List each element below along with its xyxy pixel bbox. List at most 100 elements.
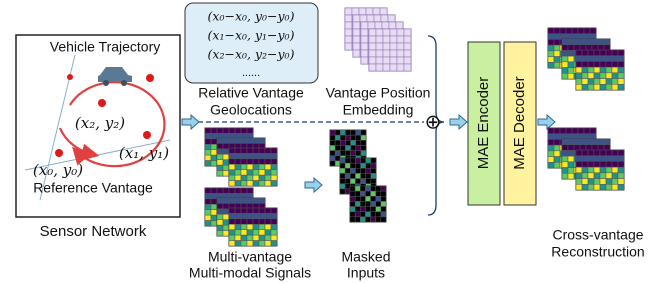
tile-cell: [345, 168, 350, 173]
tile-cell: [588, 179, 594, 185]
tile-cell: [259, 208, 265, 213]
tile-cell: [271, 224, 277, 229]
tile-cell: [265, 224, 271, 229]
grid-tile: [576, 50, 624, 90]
tile-cell: [562, 150, 568, 156]
tile-cell: [618, 56, 624, 62]
tile-cell: [247, 170, 253, 175]
tile-cell: [229, 138, 235, 143]
tile-cell: [606, 61, 612, 67]
tile-cell: [330, 145, 335, 150]
tile-cell: [618, 179, 624, 185]
tile-cell: [361, 179, 366, 184]
tile-cell: [397, 36, 404, 43]
tile-cell: [568, 162, 574, 168]
tile-cell: [205, 215, 211, 220]
tile-cell: [588, 61, 594, 67]
tile-cell: [259, 138, 265, 143]
tile-cell: [390, 29, 397, 36]
sensor-dot: [146, 74, 154, 82]
tile-cell: [381, 207, 386, 212]
tile-cell: [618, 61, 624, 67]
tile-cell: [376, 196, 381, 201]
tile-cell: [205, 161, 211, 166]
tile-cell: [259, 219, 265, 224]
tile-cell: [229, 153, 235, 158]
tile-cell: [604, 39, 610, 45]
tile-cell: [383, 36, 390, 43]
tile-cell: [211, 188, 217, 193]
tile-cell: [253, 230, 259, 235]
tile-cell: [229, 219, 235, 224]
tile-cell: [271, 208, 277, 213]
tile-cell: [361, 173, 366, 178]
tile-cell: [360, 217, 365, 222]
tile-cell: [576, 167, 582, 173]
tile-cell: [259, 235, 265, 240]
tile-cell: [205, 199, 211, 204]
tile-cell: [404, 36, 411, 43]
tile-cell: [548, 139, 554, 145]
tile-cell: [217, 198, 223, 203]
tile-cell: [376, 191, 381, 196]
tile-cell: [265, 148, 271, 153]
tile-cell: [340, 179, 345, 184]
caption: Masked: [341, 249, 390, 265]
tile-cell: [241, 198, 247, 203]
flow-arrow: [450, 115, 467, 129]
tile-cell: [582, 156, 588, 162]
tile-cell: [353, 43, 360, 50]
tile-cell: [371, 163, 376, 168]
tile-cell: [335, 151, 340, 156]
tile-cell: [217, 138, 223, 143]
tile-cell: [241, 213, 247, 218]
tile-cell: [340, 145, 345, 150]
tile-cell: [235, 208, 241, 213]
tile-cell: [247, 148, 253, 153]
tile-cell: [568, 73, 574, 79]
tile-cell: [580, 139, 586, 145]
tile-cell: [371, 201, 376, 206]
tile-cell: [350, 217, 355, 222]
tile-cell: [383, 50, 390, 57]
tile-cell: [335, 140, 340, 145]
tile-cell: [205, 144, 211, 149]
tile-cell: [241, 175, 247, 180]
tile-cell: [397, 50, 404, 57]
flow-arrow: [305, 178, 322, 192]
tile-cell: [612, 167, 618, 173]
tile-cell: [265, 170, 271, 175]
encoder-label: MAE Encoder: [475, 77, 492, 170]
tile-cell: [355, 158, 360, 163]
tile-cell: [217, 209, 223, 214]
tile-cell: [369, 43, 376, 50]
tile-cell: [618, 84, 624, 90]
tile-cell: [361, 140, 366, 145]
tile-cell: [582, 179, 588, 185]
tile-cell: [241, 170, 247, 175]
tile-cell: [211, 161, 217, 166]
tile-cell: [548, 157, 554, 163]
tile-cell: [582, 67, 588, 73]
tile-cell: [253, 148, 259, 153]
tile-cell: [350, 201, 355, 206]
tile-cell: [366, 179, 371, 184]
tile-cell: [554, 145, 560, 151]
tile-cell: [618, 161, 624, 167]
panel-caption: Sensor Network: [40, 223, 147, 240]
caption: Multi-modal Signals: [189, 265, 311, 281]
tile-cell: [371, 158, 376, 163]
tile-cell: [582, 167, 588, 173]
tile-cell: [600, 184, 606, 190]
tile-cell: [554, 134, 560, 140]
tile-cell: [330, 135, 335, 140]
grid-tile: [576, 150, 624, 190]
tile-cell: [618, 150, 624, 156]
tile-cell: [369, 29, 376, 36]
tile-cell: [330, 156, 335, 161]
tile-cell: [265, 235, 271, 240]
tile-cell: [223, 149, 229, 154]
tile-cell: [223, 225, 229, 230]
tile-cell: [271, 241, 277, 246]
tile-cell: [594, 167, 600, 173]
